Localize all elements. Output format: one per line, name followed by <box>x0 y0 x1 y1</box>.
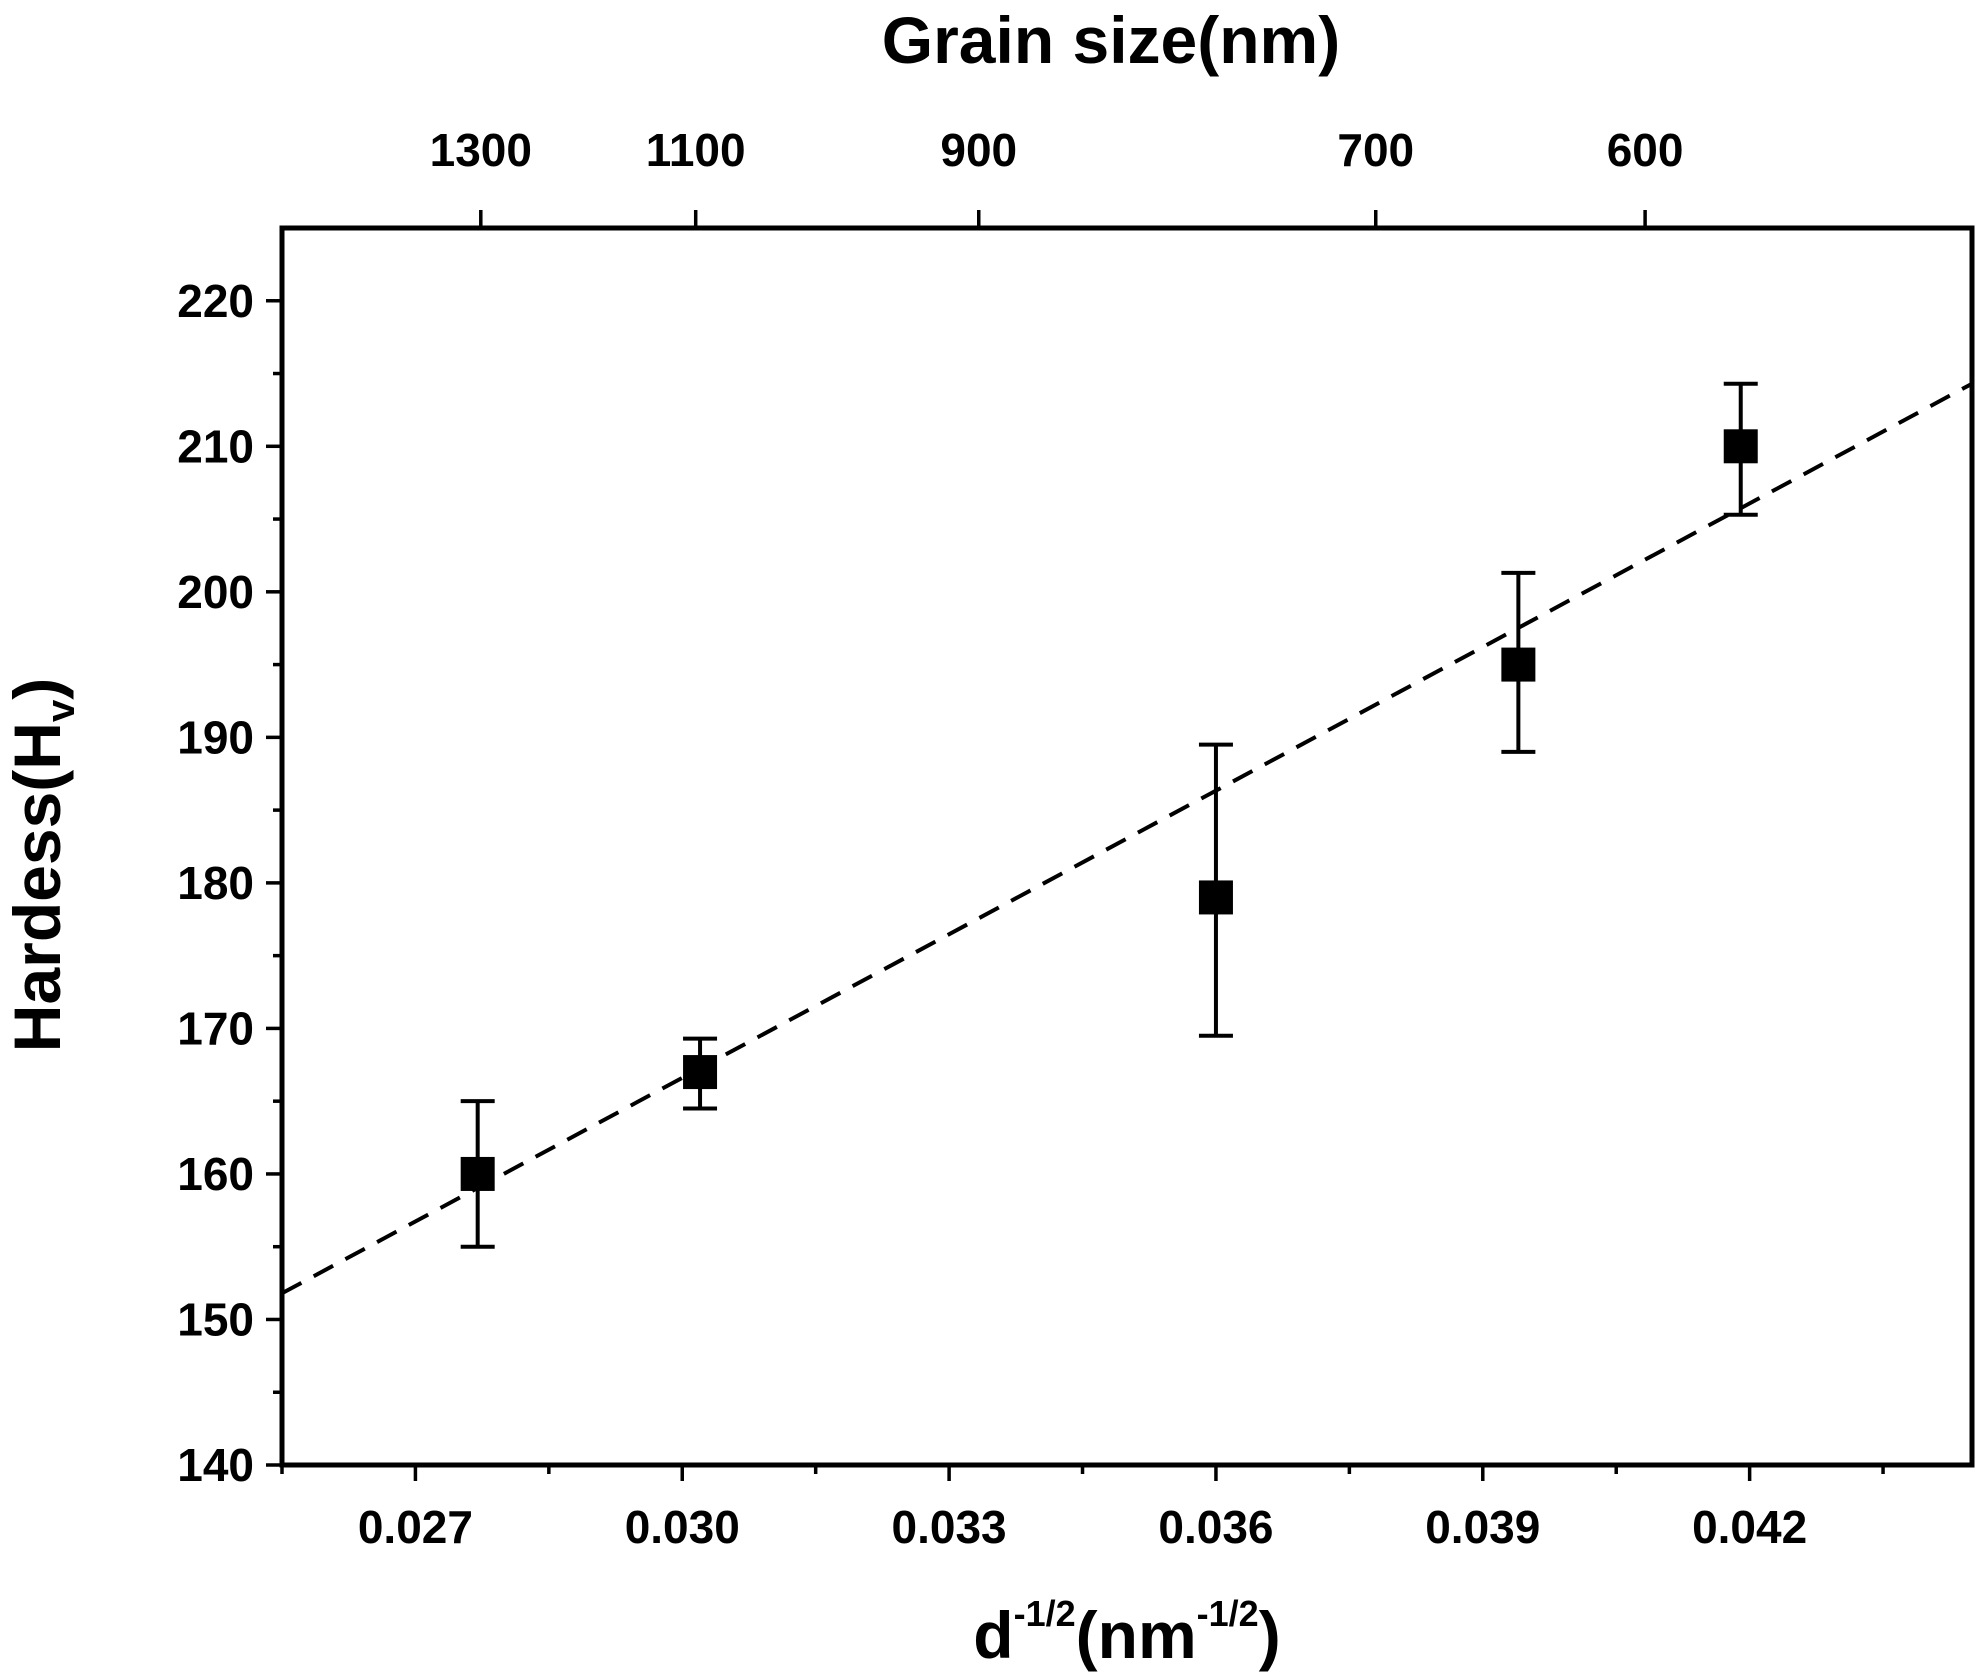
x-axis-title-close: ) <box>1259 1598 1281 1672</box>
x-tick-label: 0.027 <box>358 1501 473 1553</box>
x-tick-label: 0.030 <box>625 1501 740 1553</box>
y-tick-label: 210 <box>177 420 254 472</box>
x-tick-label: 0.033 <box>892 1501 1007 1553</box>
x-tick-label: 0.042 <box>1692 1501 1807 1553</box>
y-axis-title-close: ) <box>0 678 74 700</box>
top-tick-label: 1300 <box>430 124 532 176</box>
top-tick-label: 700 <box>1337 124 1414 176</box>
x-axis-title-base: d <box>973 1598 1013 1672</box>
data-point <box>460 1156 495 1191</box>
x-tick-label: 0.036 <box>1158 1501 1273 1553</box>
x-axis-title-unit-sup: -1/2 <box>1197 1593 1259 1634</box>
ticks-layer: 0.027 0.030 0.033 0.036 0.039 0.042 140 150 160 1… <box>177 124 1885 1553</box>
y-tick-label: 180 <box>177 857 254 909</box>
x-tick-label: 0.039 <box>1425 1501 1540 1553</box>
plot-layer <box>281 381 1973 1296</box>
data-point <box>1501 647 1536 682</box>
x-axis-title: d-1/2(nm-1/2) <box>973 1593 1280 1672</box>
y-tick-label: 190 <box>177 711 254 763</box>
data-point <box>1198 880 1233 915</box>
top-tick-label: 900 <box>940 124 1017 176</box>
top-axis-title: Grain size(nm) <box>882 3 1340 77</box>
y-tick-label: 200 <box>177 566 254 618</box>
y-tick-label: 160 <box>177 1148 254 1200</box>
x-axis-title-sup: -1/2 <box>1014 1593 1076 1634</box>
y-tick-label: 220 <box>177 275 254 327</box>
plot-frame <box>279 225 1975 1468</box>
y-axis-title: Hardess(Hv) <box>0 678 83 1052</box>
data-point <box>1723 429 1758 464</box>
y-tick-label: 150 <box>177 1293 254 1345</box>
y-axis-title-sub: v <box>39 699 83 722</box>
y-tick-label: 140 <box>177 1439 254 1491</box>
x-axis-title-open: (nm <box>1076 1598 1197 1672</box>
fit-line <box>281 381 1973 1296</box>
top-tick-label: 1100 <box>646 124 746 176</box>
y-tick-label: 170 <box>177 1002 254 1054</box>
top-tick-label: 600 <box>1607 124 1684 176</box>
y-axis-title-base: Hardess(H <box>0 722 74 1052</box>
data-point <box>683 1055 718 1090</box>
